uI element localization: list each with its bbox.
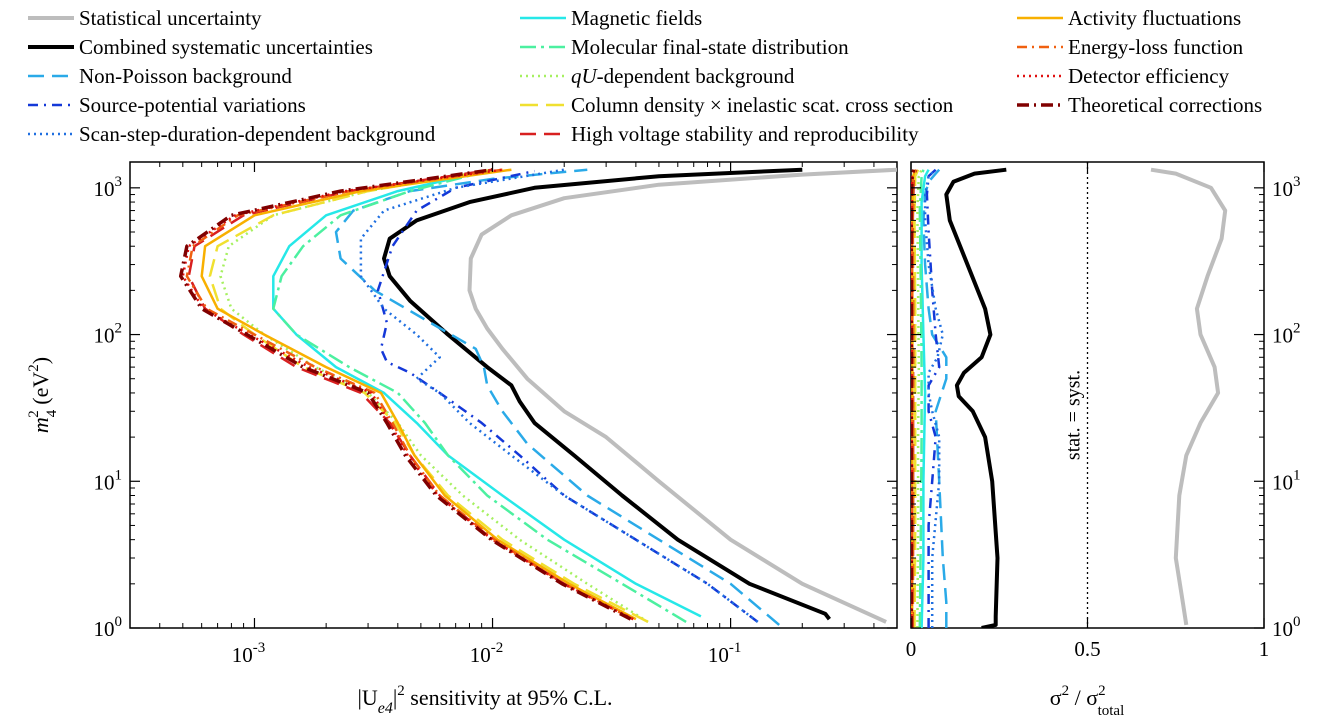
left-curve-qu	[219, 168, 649, 623]
left-curve-eloss	[185, 168, 634, 621]
left-plot-frame	[129, 161, 898, 629]
right-y-tick-label: 102	[1272, 321, 1301, 348]
left-y-axis-label: m42 (eV2)	[26, 357, 60, 433]
left-ticks: 10-3 10-2 10-1 100 101 102 103	[94, 162, 897, 667]
legend-label-theory: Theoretical corrections	[1068, 93, 1262, 117]
right-x-tick-label: 1	[1259, 637, 1270, 661]
right-y-tick-label: 103	[1272, 174, 1301, 201]
right-y-tick-label: 101	[1272, 467, 1301, 494]
left-curves	[178, 167, 897, 626]
legend-label-sourcepot: Source-potential variations	[79, 93, 306, 117]
left-curve-combined	[382, 167, 831, 621]
left-x-axis-label: |Ue4|2 sensitivity at 95% C.L.	[357, 683, 612, 715]
right-curve-magnetic	[920, 169, 930, 628]
left-y-tick-label: 101	[94, 467, 123, 494]
right-curve-nonpoisson	[922, 168, 948, 628]
left-panel: 10-3 10-2 10-1 100 101 102 103 |Ue4|2 sensitiv…	[26, 161, 898, 715]
left-x-tick-label: 10-1	[708, 640, 742, 667]
left-curve-sourcepot	[376, 169, 759, 623]
legend-label-qu: qU-dependent background	[571, 64, 795, 88]
legend-label-coldens: Column density × inelastic scat. cross s…	[571, 93, 954, 117]
right-curve-sourcepot	[925, 168, 941, 628]
left-curve-fsd	[272, 168, 687, 623]
right-curve-coldens	[913, 169, 920, 628]
legend-label-fsd: Molecular final-state distribution	[571, 35, 849, 59]
left-curve-stat	[467, 167, 897, 624]
left-curve-theory	[178, 167, 632, 621]
right-curve-combined	[944, 167, 1007, 628]
legend-label-combined: Combined systematic uncertainties	[79, 35, 373, 59]
left-curve-coldens	[208, 168, 649, 624]
right-curve-fsd	[918, 169, 925, 628]
right-x-tick-label: 0	[906, 637, 917, 661]
legend-label-nonpoisson: Non-Poisson background	[79, 64, 292, 88]
right-x-axis-label: σ2 / σ2 total	[1050, 683, 1125, 715]
legend-label-activity: Activity fluctuations	[1068, 6, 1241, 30]
left-y-tick-label: 103	[94, 174, 123, 201]
legend-label-scanstep: Scan-step-duration-dependent background	[79, 122, 436, 146]
right-y-tick-label: 100	[1272, 614, 1301, 641]
left-curve-activity	[200, 168, 637, 621]
legend: Statistical uncertainty Combined systemat…	[28, 6, 1262, 146]
left-x-tick-label: 10-3	[232, 640, 266, 667]
left-curve-nonpoisson	[334, 168, 781, 626]
left-y-tick-label: 102	[94, 321, 123, 348]
left-y-tick-label: 100	[94, 614, 123, 641]
right-curve-stat	[1150, 167, 1228, 626]
right-x-tick-label: 0.5	[1074, 637, 1100, 661]
left-curve-deteff	[181, 168, 634, 621]
left-x-tick-label: 10-2	[470, 640, 504, 667]
legend-label-deteff: Detector efficiency	[1068, 64, 1230, 88]
equal-contribution-label: stat. = syst.	[1063, 370, 1085, 460]
legend-label-magnetic: Magnetic fields	[571, 6, 702, 30]
left-curve-magnetic	[272, 168, 702, 618]
legend-label-hv: High voltage stability and reproducibili…	[571, 122, 919, 146]
legend-label-stat: Statistical uncertainty	[79, 6, 262, 30]
legend-label-eloss: Energy-loss function	[1068, 35, 1244, 59]
